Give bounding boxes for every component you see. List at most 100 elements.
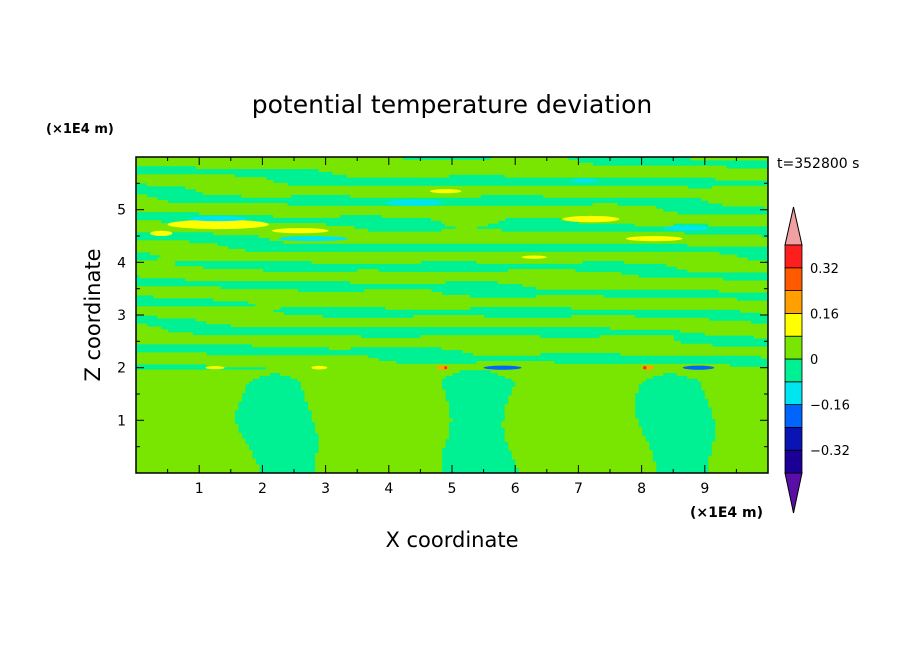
contour-cell <box>206 363 730 368</box>
contour-cell <box>708 455 768 460</box>
contour-cell <box>283 240 768 244</box>
contour-cell <box>536 294 604 299</box>
contour-cell <box>708 470 768 473</box>
x-axis-label: X coordinate <box>385 528 518 552</box>
contour-cell <box>687 269 768 273</box>
contour-cell <box>476 360 555 365</box>
contour-cell <box>511 450 653 454</box>
contour-cell <box>697 378 768 382</box>
contour-cell <box>504 174 768 178</box>
extreme-patch <box>663 225 708 231</box>
contour-cell <box>708 461 768 465</box>
contour-cell <box>764 205 768 210</box>
contour-cell <box>315 470 443 473</box>
contour-cell <box>136 432 242 437</box>
contour-cell <box>332 171 768 175</box>
contour-cell <box>315 424 450 428</box>
colorbar-band <box>784 244 803 269</box>
colorbar-band <box>784 290 803 314</box>
contour-cell <box>490 369 768 374</box>
contour-cell <box>676 266 768 270</box>
contour-cell <box>136 450 253 454</box>
contour-cell <box>157 257 748 262</box>
contour-cell <box>430 217 506 221</box>
contour-cell <box>136 337 674 342</box>
contour-cell <box>136 427 239 431</box>
contour-cell <box>680 329 768 333</box>
contour-cell <box>318 435 450 440</box>
contour-cell <box>136 323 148 328</box>
extreme-patch <box>167 219 269 230</box>
contour-cell <box>311 260 421 264</box>
contour-cell <box>504 404 636 408</box>
contour-cell <box>515 381 643 385</box>
contour-cell <box>508 441 650 445</box>
contour-cell <box>136 409 235 414</box>
contour-cell <box>715 424 768 428</box>
contour-cell <box>760 312 768 316</box>
time-label: t=352800 s <box>777 156 859 172</box>
contour-cell <box>136 205 657 210</box>
contour-cell <box>136 386 246 391</box>
contour-cell <box>136 309 274 313</box>
contour-cell <box>515 383 639 388</box>
contour-cell <box>508 398 636 402</box>
contour-cell <box>136 269 263 273</box>
colorbar-label: 0 <box>810 353 818 368</box>
contour-cell <box>230 323 768 328</box>
contour-cell <box>255 303 768 307</box>
contour-cell <box>315 429 450 434</box>
contour-cell <box>708 458 768 463</box>
contour-cell <box>462 349 768 353</box>
x-tick-label: 4 <box>384 481 393 497</box>
contour-cell <box>715 438 768 442</box>
x-unit-label: (×1E4 m) <box>690 505 763 521</box>
extreme-patch <box>643 366 647 370</box>
colorbar-band <box>784 426 803 451</box>
contour-cell <box>136 335 362 339</box>
contour-cell <box>315 427 450 431</box>
contour-cell <box>136 467 260 471</box>
contour-cell <box>258 234 762 239</box>
contour-cell <box>136 326 162 330</box>
contour-cell <box>536 286 768 290</box>
contour-cell <box>308 401 450 405</box>
contour-cell <box>711 450 768 454</box>
extreme-patch <box>271 228 329 234</box>
contour-cell <box>711 441 768 445</box>
contour-cell <box>711 185 768 190</box>
contour-cell <box>311 412 450 417</box>
colorbar-label: −0.16 <box>810 399 850 414</box>
contour-cell <box>708 398 768 402</box>
contour-cell <box>511 389 639 394</box>
contour-cell <box>687 243 768 247</box>
contour-cell <box>504 412 636 417</box>
contour-cell <box>504 429 643 434</box>
contour-cell <box>522 283 768 287</box>
contour-cell <box>185 185 688 190</box>
contour-cell <box>311 409 450 414</box>
contour-cell <box>318 447 443 451</box>
colorbar-label: −0.32 <box>810 444 850 459</box>
contour-cell <box>304 392 446 397</box>
colorbar-band <box>784 312 803 337</box>
colorbar-label: 0.16 <box>810 307 839 322</box>
x-tick-label: 1 <box>195 481 204 497</box>
contour-cell <box>381 214 768 218</box>
contour-cell <box>311 415 450 420</box>
contour-cell <box>304 389 446 394</box>
contour-cell <box>136 202 288 207</box>
contour-cell <box>708 467 768 471</box>
contour-cell <box>136 441 246 445</box>
contour-cell <box>476 260 583 264</box>
contour-cell <box>136 358 379 362</box>
contour-cell <box>160 254 737 259</box>
contour-cell <box>571 306 768 310</box>
contour-cell <box>508 269 576 273</box>
contour-cell <box>136 360 397 365</box>
contour-cell <box>311 418 453 422</box>
contour-cell <box>346 174 450 178</box>
contour-cell <box>136 266 204 270</box>
contour-cell <box>511 452 653 457</box>
